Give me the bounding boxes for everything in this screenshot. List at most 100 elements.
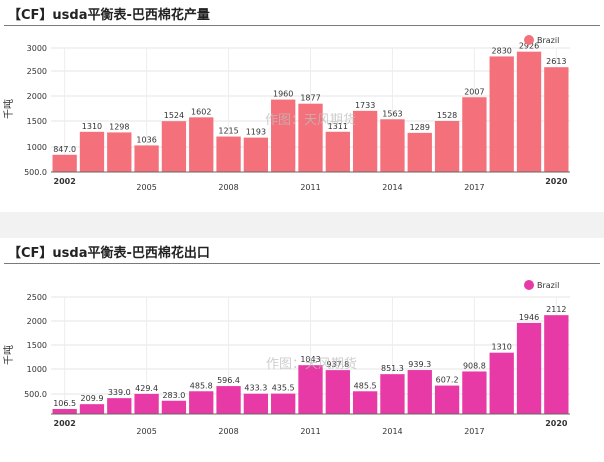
- x-tick-label: 2020: [545, 419, 568, 428]
- bar: [462, 371, 487, 414]
- bar: [216, 386, 241, 414]
- bar-value-label: 1289: [410, 123, 430, 132]
- bar-value-label: 485.8: [190, 381, 213, 390]
- bar-value-label: 1310: [492, 343, 512, 352]
- bar-value-label: 1193: [246, 128, 266, 137]
- bar-value-label: 1043: [300, 355, 320, 364]
- bar: [298, 103, 323, 172]
- bar-value-label: 1310: [82, 122, 102, 131]
- bar: [407, 370, 432, 414]
- bar: [52, 154, 77, 172]
- production-chart: 3000 2500 2000 1500 1000 500.0 千吨 847.0 1310 1298…: [2, 35, 570, 192]
- bar: [407, 132, 432, 172]
- bar-value-label: 1524: [164, 111, 184, 120]
- bar-value-label: 435.5: [272, 384, 295, 393]
- bar-value-label: 2926: [519, 42, 539, 51]
- bar-value-label: 847.0: [53, 145, 76, 154]
- bar: [298, 365, 323, 414]
- y-tick-label: 500.0: [24, 390, 47, 399]
- bar: [79, 404, 105, 414]
- bar-value-label: 429.4: [135, 384, 158, 393]
- y-axis-label: 千吨: [2, 345, 15, 365]
- bar: [489, 352, 514, 414]
- x-tick-label: 2011: [300, 183, 320, 192]
- title-underline: [4, 25, 600, 26]
- bar: [134, 393, 159, 414]
- panel-divider: [0, 212, 604, 238]
- y-tick-label: 2500: [27, 293, 47, 302]
- x-tick-label: 2017: [464, 427, 484, 436]
- bar-value-label: 939.3: [408, 360, 431, 369]
- bar: [516, 51, 542, 173]
- watermark-text: 作图：天风期货: [266, 356, 357, 372]
- bar: [52, 409, 77, 414]
- x-tick-label: 2011: [300, 427, 320, 436]
- title-underline: [4, 263, 600, 264]
- x-tick-label: 2002: [54, 177, 76, 186]
- y-tick-label: 2000: [27, 317, 47, 326]
- y-tick-label: 1500: [27, 341, 47, 350]
- legend-label: Brazil: [537, 281, 559, 290]
- bar-value-label: 485.5: [354, 381, 377, 390]
- y-tick-label: 500.0: [24, 168, 47, 177]
- bar: [189, 117, 214, 172]
- bar-value-label: 1946: [519, 313, 539, 322]
- bar: [489, 56, 514, 172]
- bar-value-label: 1602: [191, 107, 211, 116]
- bar-value-label: 1733: [355, 101, 375, 110]
- bar-value-label: 851.3: [381, 364, 404, 373]
- bar: [161, 400, 187, 414]
- bar-value-label: 106.5: [53, 399, 76, 408]
- x-tick-label: 2005: [136, 427, 156, 436]
- bar: [516, 322, 542, 414]
- y-tick-label: 2500: [27, 67, 47, 76]
- y-axis-label: 千吨: [2, 99, 15, 119]
- x-tick-label: 2020: [545, 177, 568, 186]
- y-tick-label: 2000: [27, 92, 47, 101]
- bar-value-label: 2613: [546, 57, 566, 66]
- bar: [271, 99, 296, 172]
- bar: [325, 370, 350, 414]
- x-tick-label: 2017: [464, 183, 484, 192]
- legend-label: Brazil: [537, 36, 559, 45]
- bar: [352, 110, 378, 172]
- bar-value-label: 908.8: [463, 361, 486, 370]
- bar: [380, 119, 405, 172]
- x-tick-label: 2008: [218, 183, 238, 192]
- x-tick-label: 2008: [218, 427, 238, 436]
- x-tick-label: 2014: [382, 427, 402, 436]
- bar-value-label: 607.2: [436, 376, 459, 385]
- bar-value-label: 1311: [328, 122, 348, 131]
- bar: [434, 121, 460, 172]
- x-tick-label: 2014: [382, 183, 402, 192]
- chart-panel-production: 【CF】usda平衡表-巴西棉花产量 3000 2500 2000 1500 1000 5…: [0, 0, 604, 212]
- bar-value-label: 1877: [300, 94, 320, 103]
- chart-title: 【CF】usda平衡表-巴西棉花产量: [8, 8, 210, 23]
- y-tick-label: 3000: [27, 44, 47, 53]
- bar-value-label: 596.4: [217, 376, 240, 385]
- bar-value-label: 2830: [492, 46, 512, 55]
- x-tick-label: 2002: [54, 419, 76, 428]
- bar: [243, 393, 269, 414]
- bar: [544, 315, 569, 414]
- bar-value-label: 1215: [218, 127, 238, 136]
- bar-value-label: 1960: [273, 90, 293, 99]
- bar: [134, 145, 159, 172]
- bar: [79, 131, 105, 172]
- bar-value-label: 1298: [109, 122, 129, 131]
- y-tick-label: 1000: [27, 365, 47, 374]
- bar: [107, 132, 132, 172]
- legend-marker: [524, 35, 534, 45]
- x-tick-label: 2005: [136, 183, 156, 192]
- legend-marker: [524, 280, 534, 290]
- bar: [189, 391, 214, 414]
- bar: [544, 67, 569, 172]
- bar-value-label: 1036: [136, 135, 156, 144]
- bar-value-label: 2112: [546, 305, 566, 314]
- bar: [216, 136, 241, 172]
- bar-value-label: 937.8: [326, 360, 349, 369]
- bar: [161, 121, 187, 172]
- bar-value-label: 209.9: [81, 394, 104, 403]
- bar: [462, 97, 487, 172]
- chart-title: 【CF】usda平衡表-巴西棉花出口: [8, 246, 210, 261]
